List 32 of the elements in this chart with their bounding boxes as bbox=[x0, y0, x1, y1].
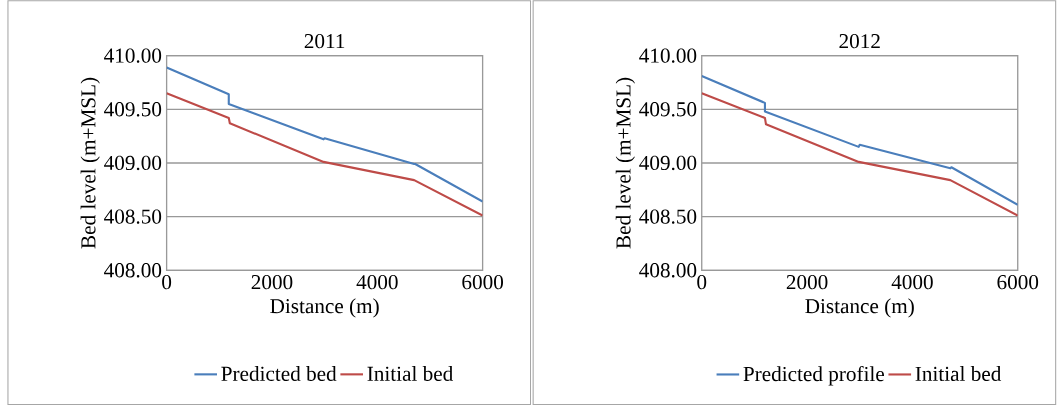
y-tick-label: 410.00 bbox=[104, 48, 162, 63]
line-series bbox=[166, 66, 483, 203]
x-tick-label: 6000 bbox=[997, 274, 1039, 290]
y-axis-title: Bed level (m+MSL) bbox=[615, 77, 635, 249]
x-tick-label: 0 bbox=[162, 274, 172, 290]
y-tick-label: 408.50 bbox=[104, 209, 162, 224]
y-tick-label: 408.00 bbox=[639, 262, 697, 278]
x-tick-label: 4000 bbox=[356, 274, 398, 290]
x-tick-label: 6000 bbox=[462, 274, 504, 290]
legend-label: Initial bed bbox=[367, 365, 454, 381]
x-tick-label: 2000 bbox=[786, 274, 828, 290]
legend-label: Initial bed bbox=[915, 365, 1002, 381]
x-axis-title: Distance (m) bbox=[270, 298, 379, 318]
y-tick-label: 409.50 bbox=[639, 101, 697, 117]
x-tick-label: 2000 bbox=[251, 274, 293, 290]
x-tick-label: 0 bbox=[697, 274, 707, 290]
y-tick-label: 409.00 bbox=[639, 155, 697, 170]
legend-label: Predicted profile bbox=[743, 365, 884, 386]
line-series bbox=[166, 91, 483, 217]
line-series bbox=[701, 91, 1018, 217]
line-series bbox=[701, 74, 1018, 206]
chart-title: 2012 bbox=[839, 33, 880, 49]
y-axis-title: Bed level (m+MSL) bbox=[80, 77, 100, 249]
y-tick-label: 409.50 bbox=[104, 101, 162, 117]
x-tick-label: 4000 bbox=[891, 274, 933, 290]
y-tick-label: 408.00 bbox=[104, 262, 162, 278]
legend-label: Predicted bed bbox=[221, 365, 337, 381]
y-tick-label: 410.00 bbox=[639, 48, 697, 63]
x-axis-title: Distance (m) bbox=[805, 298, 914, 318]
chart-title: 2011 bbox=[304, 33, 345, 49]
y-tick-label: 409.00 bbox=[104, 155, 162, 170]
y-tick-label: 408.50 bbox=[639, 209, 697, 224]
